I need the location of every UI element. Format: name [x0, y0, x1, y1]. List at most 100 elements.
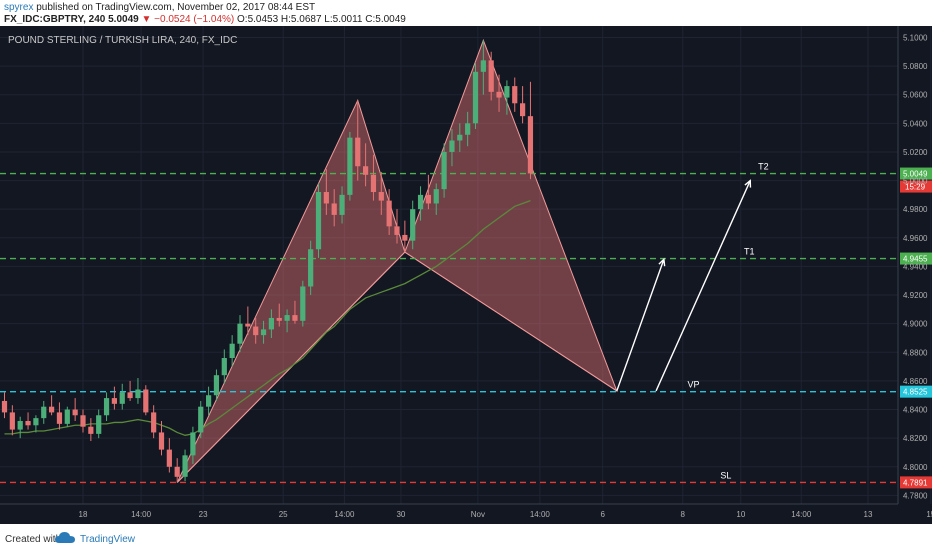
candle-body [174, 466, 180, 477]
candle-body [213, 375, 220, 396]
level-badge-vp [900, 385, 932, 398]
y-tick-label: 5.0800 [903, 62, 928, 71]
candle-body [143, 389, 149, 413]
x-tick-label: 25 [279, 510, 288, 519]
candle-body [386, 200, 392, 227]
candle-body [198, 406, 204, 433]
candle-body [253, 326, 259, 336]
target-arrow [655, 180, 751, 392]
tradingview-brand[interactable]: TradingView [80, 534, 136, 545]
y-tick-label: 4.9800 [903, 205, 928, 214]
x-tick-label: 8 [681, 510, 686, 519]
candle-body [402, 234, 408, 241]
level-label-vp: VP [687, 380, 699, 390]
candle-body [480, 60, 486, 72]
x-tick-label: 13 [864, 510, 873, 519]
candle-body [292, 315, 298, 321]
level-badge-text: 4.8525 [903, 388, 928, 397]
candle-body [25, 420, 31, 426]
candles [1, 40, 534, 483]
candle-body [17, 420, 23, 430]
pattern-bcd [404, 38, 618, 393]
x-tick-label: 10 [736, 510, 745, 519]
candle-body [300, 286, 306, 321]
x-tick-label: 18 [79, 510, 88, 519]
candle-body [339, 194, 345, 215]
candle-body [527, 116, 534, 174]
candle-body [504, 86, 510, 98]
x-tick-label: 15 [926, 510, 932, 519]
candle-body [166, 449, 172, 467]
level-badge-sl [900, 476, 932, 489]
y-tick-label: 5.0000 [903, 177, 928, 186]
candle-body [472, 71, 479, 124]
candle-body [378, 192, 384, 201]
candle-body [394, 226, 400, 235]
candle-body [363, 166, 369, 175]
candle-body [88, 426, 94, 434]
candle-body [433, 189, 439, 204]
price-change: −0.0524 (−1.04%) [154, 14, 235, 25]
x-tick-label: 23 [199, 510, 208, 519]
candle-body [355, 137, 361, 167]
level-label-t1: T1 [744, 247, 755, 257]
candle-body [182, 455, 188, 477]
candle-body [151, 412, 157, 433]
candle-body [190, 432, 196, 456]
candle-body [72, 409, 78, 416]
level-badge-text: 4.7891 [903, 478, 928, 487]
candle-body [127, 392, 133, 399]
candle-body [370, 174, 377, 193]
y-tick-label: 4.9600 [903, 234, 928, 243]
author-link[interactable]: spyrex [4, 2, 34, 13]
candle-body [425, 194, 431, 204]
harmonic-pattern [176, 38, 618, 483]
candle-body [449, 140, 455, 152]
target-arrows [616, 179, 752, 392]
candle-body [323, 192, 329, 204]
cloud-icon [54, 531, 76, 548]
level-label-t2: T2 [758, 162, 769, 172]
footer: Created with TradingView [0, 528, 932, 550]
y-tick-label: 5.0400 [903, 119, 928, 128]
candle-body [245, 323, 251, 327]
candle-body [119, 392, 125, 404]
candle-body [308, 249, 314, 287]
chart-svg: 5.0049 T2 4.9455 T1 4.8525 VP 4.7891 SL 15:29 5.… [0, 26, 932, 519]
candle-body [33, 418, 39, 426]
levels: 5.0049 T2 4.9455 T1 4.8525 VP 4.7891 SL 15:29 [0, 162, 932, 489]
down-arrow-icon: ▼ [141, 14, 152, 25]
y-tick-label: 4.8200 [903, 434, 928, 443]
candle-body [331, 203, 337, 215]
candle-body [237, 323, 243, 344]
x-tick-label: 6 [600, 510, 605, 519]
candle-body [496, 91, 502, 98]
candle-body [56, 412, 63, 424]
time-badge [900, 180, 932, 193]
grid [0, 26, 932, 504]
level-badge-t1 [900, 252, 932, 265]
candle-body [206, 395, 212, 407]
arrow-head [744, 179, 752, 188]
candle-body [135, 389, 141, 399]
candle-body [96, 415, 102, 434]
candle-body [64, 409, 70, 424]
time-badge-text: 15:29 [905, 183, 926, 192]
created-with-label: Created with [5, 534, 62, 545]
candle-body [284, 315, 290, 321]
moving-average [4, 199, 531, 436]
candle-body [229, 343, 235, 359]
y-tick-label: 4.8600 [903, 377, 928, 386]
ohlc-values: O:5.0453 H:5.0687 L:5.0011 C:5.0049 [237, 14, 406, 25]
arrow-head [658, 257, 666, 267]
pattern-leg-bd [404, 251, 618, 392]
candle-body [158, 432, 165, 450]
y-tick-label: 4.8000 [903, 463, 928, 472]
x-tick-label: 14:00 [530, 510, 551, 519]
published-text: published on TradingView.com, November 0… [36, 2, 316, 13]
pattern-xab [176, 99, 406, 483]
candle-body [520, 103, 526, 117]
candle-body [410, 209, 416, 241]
price-chart[interactable]: 5.0049 T2 4.9455 T1 4.8525 VP 4.7891 SL 15:29 5.… [0, 26, 932, 524]
candle-body [80, 415, 86, 427]
